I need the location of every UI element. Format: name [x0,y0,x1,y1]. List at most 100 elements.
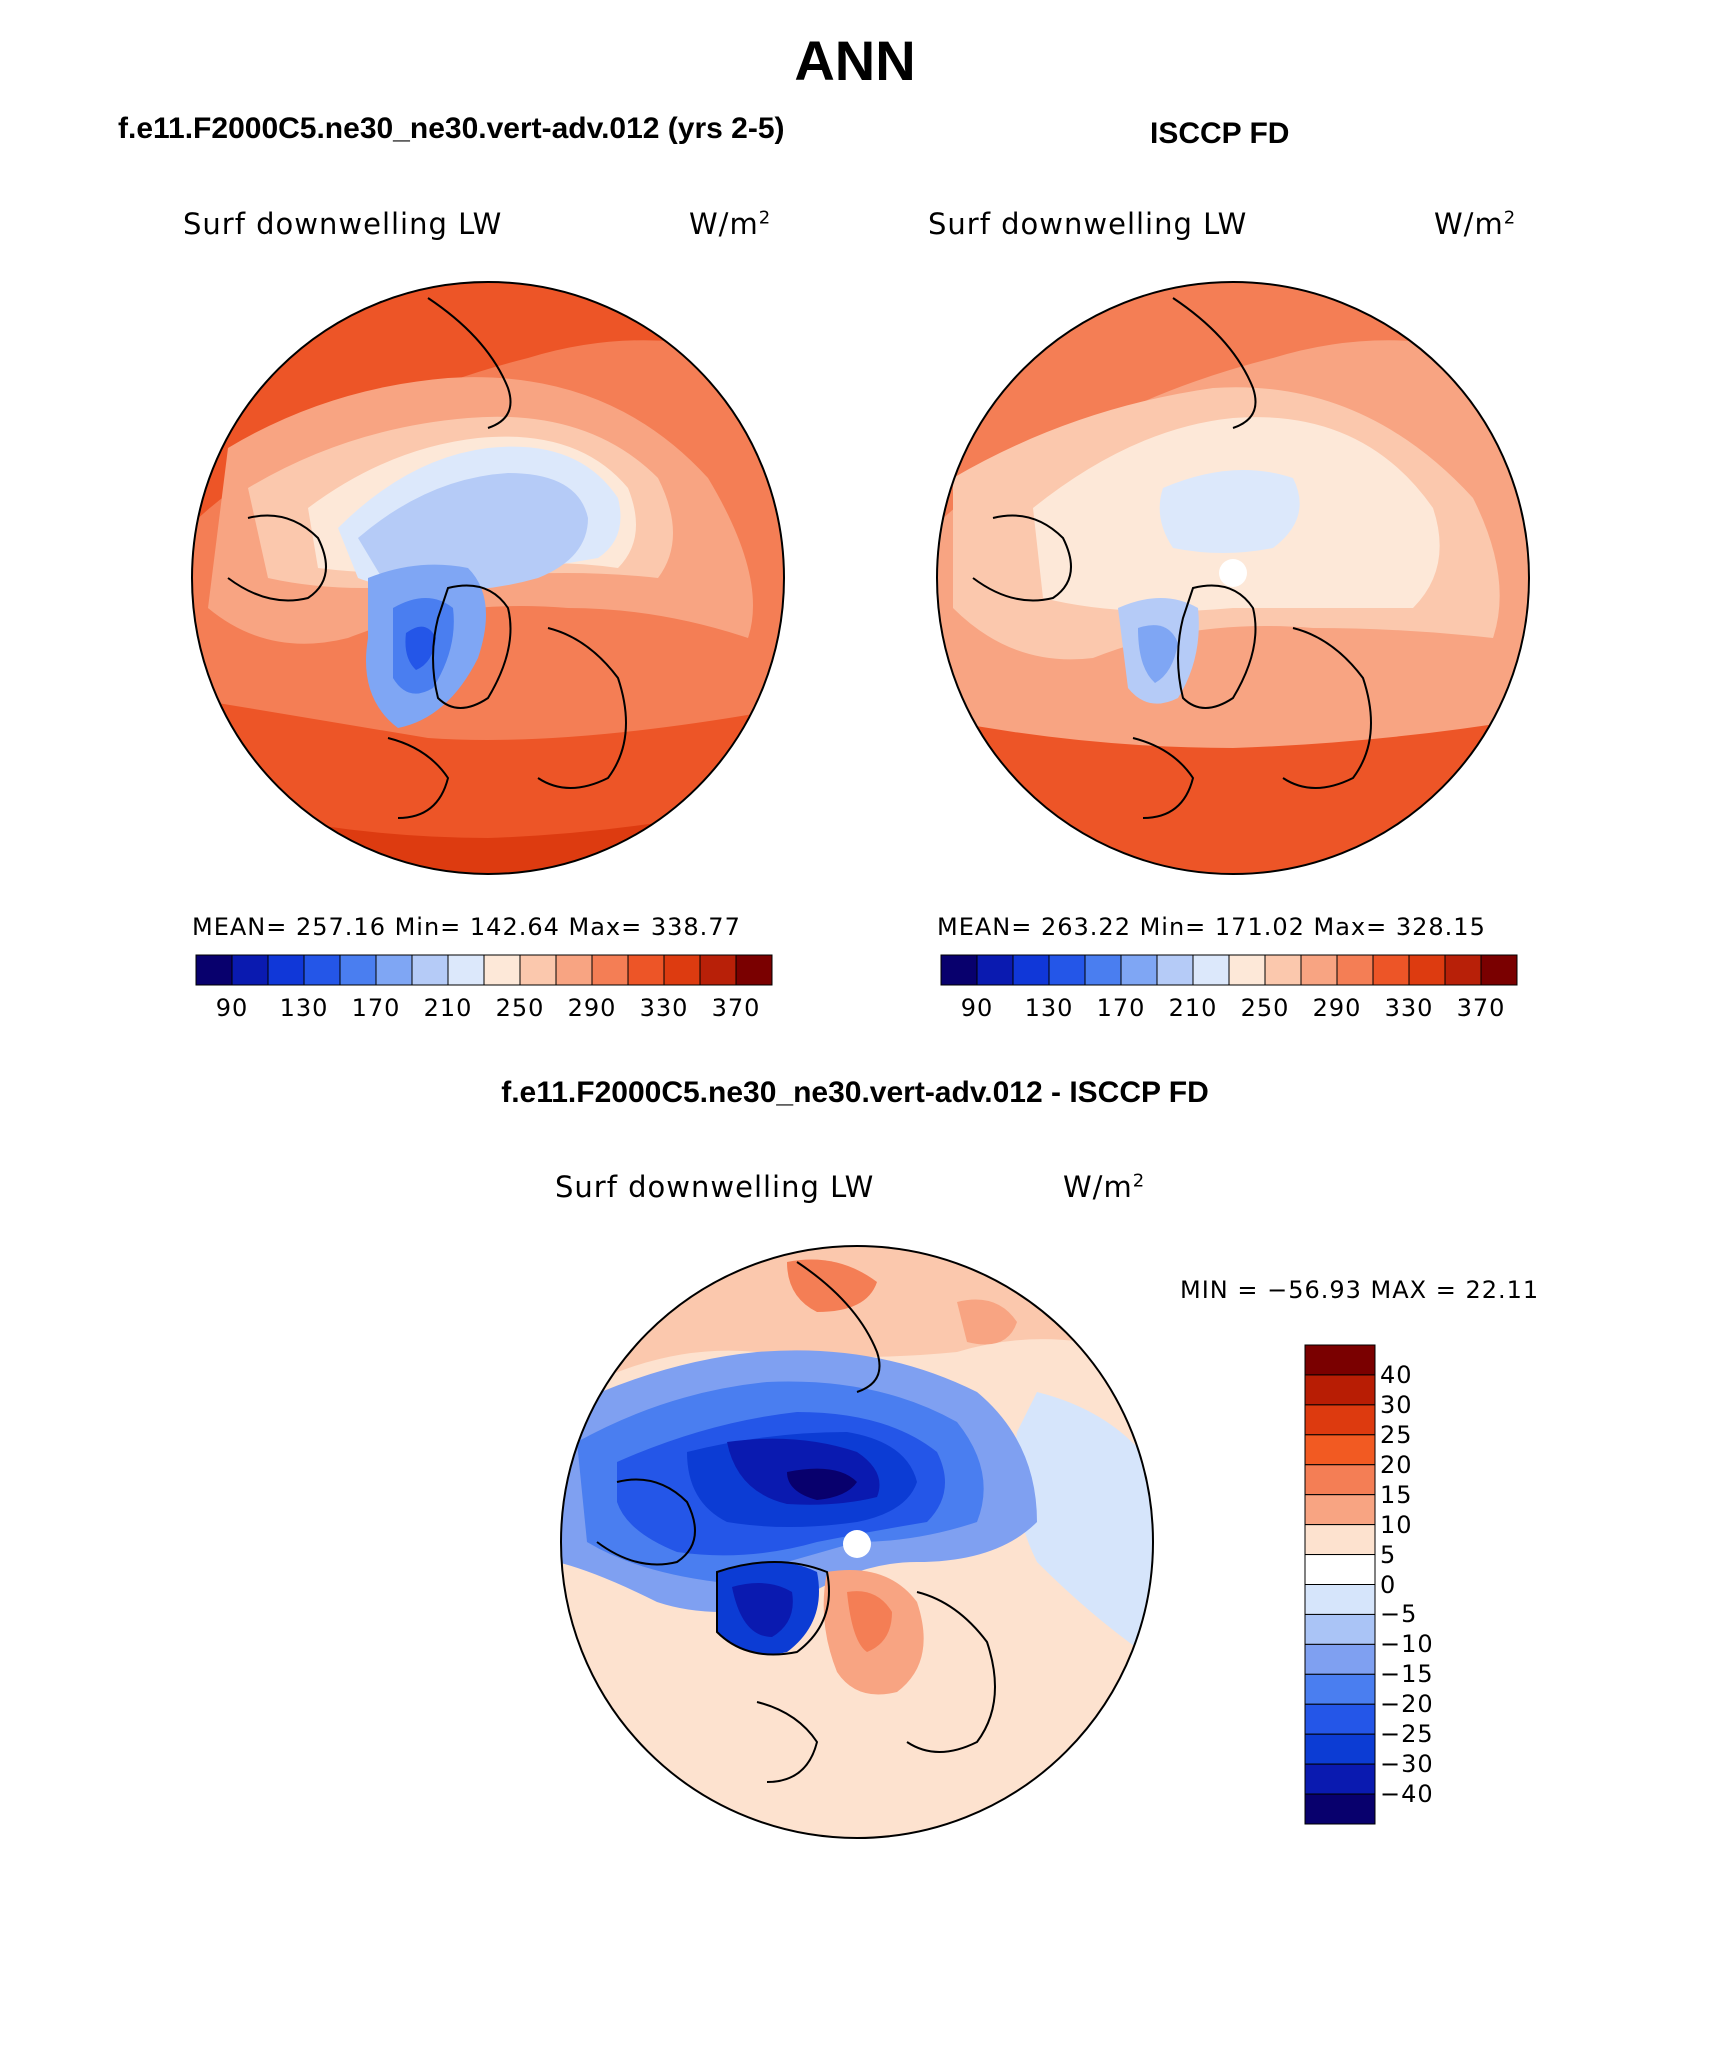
colorbar-tick-label: 15 [1380,1480,1413,1509]
stats-diff: MIN = −56.93 MAX = 22.11 [1180,1276,1540,1304]
colorbar-swatch [1304,1524,1376,1556]
colorbar-swatch [1304,1374,1376,1406]
colorbar-tick-label: 290 [1312,994,1362,1022]
colorbar-swatch [303,954,341,986]
colorbar-swatch [375,954,413,986]
colorbar-swatch [1304,1613,1376,1645]
colorbar-swatch [1444,954,1482,986]
colorbar-tick-label: 330 [1384,994,1434,1022]
colorbar-swatch [1304,1434,1376,1466]
colorbar-swatch [699,954,737,986]
colorbar-swatch [1192,954,1230,986]
colorbar-tick-label: −15 [1380,1660,1434,1689]
colorbar-tick-label: −10 [1380,1630,1434,1659]
units-label-obs: W/m2 [1434,207,1517,241]
colorbar-tick-label: −30 [1380,1750,1434,1779]
colorbar-tick-label: 10 [1380,1510,1413,1539]
colorbar-swatch [411,954,449,986]
figure-title: ANN [794,29,916,92]
colorbar-swatch [1304,1554,1376,1585]
colorbar-tick-label: 210 [423,994,473,1022]
colorbar-swatch [1304,1464,1376,1496]
colorbar-swatch [976,954,1014,986]
colorbar-tick-label: 250 [1240,994,1290,1022]
colorbar-tick-label: −5 [1380,1600,1418,1629]
colorbar-swatch [1336,954,1374,986]
colorbar-tick-label: −25 [1380,1720,1434,1749]
colorbar-swatch [1012,954,1050,986]
colorbar-labels-model: 90 130 170 210 250 290 330 370 [196,994,772,1024]
colorbar-swatch [555,954,593,986]
colorbar-tick-label: −40 [1380,1780,1434,1809]
colorbar-labels-diff: 40 30 25 20 15 10 5 0 −5 −10 −15 −20 −25 −30 −40 [1380,1345,1460,1824]
colorbar-swatch [591,954,629,986]
variable-label-diff: Surf downwelling LW [555,1170,875,1204]
colorbar-tick-label: 170 [1096,994,1146,1022]
colorbar-swatch [1480,954,1518,986]
colorbar-tick-label: 210 [1168,994,1218,1022]
colorbar-swatch [1264,954,1302,986]
variable-label-model: Surf downwelling LW [183,207,503,241]
colorbar-swatch [1304,1703,1376,1735]
stats-model: MEAN= 257.16 Min= 142.64 Max= 338.77 [192,913,741,941]
colorbar-tick-label: 130 [279,994,329,1022]
colorbar-swatch [1304,1793,1376,1825]
colorbar-tick-label: 30 [1380,1390,1413,1419]
colorbar-tick-label: 90 [215,994,249,1022]
colorbar-swatch [231,954,269,986]
polar-map-diff [560,1245,1154,1839]
panel-title-diff: f.e11.F2000C5.ne30_ne30.vert-adv.012 - I… [501,1076,1209,1109]
colorbar-diff [1304,1344,1376,1825]
colorbar-tick-label: 250 [495,994,545,1022]
colorbar-tick-label: 5 [1380,1540,1397,1569]
colorbar-swatch [339,954,377,986]
colorbar-swatch [1304,1673,1376,1705]
colorbar-labels-obs: 90 130 170 210 250 290 330 370 [941,994,1517,1024]
colorbar-tick-label: 170 [351,994,401,1022]
colorbar-tick-label: 40 [1380,1360,1413,1389]
colorbar-swatch [1120,954,1158,986]
colorbar-swatch [1372,954,1410,986]
colorbar-tick-label: −20 [1380,1690,1434,1719]
colorbar-swatch [1304,1763,1376,1795]
colorbar-swatch [1304,1643,1376,1675]
colorbar-swatch [1304,1344,1376,1376]
colorbar-swatch [1084,954,1122,986]
variable-label-obs: Surf downwelling LW [928,207,1248,241]
colorbar-swatch [1048,954,1086,986]
colorbar-swatch [1304,1494,1376,1526]
colorbar-swatch [1304,1733,1376,1765]
colorbar-swatch [195,954,233,986]
colorbar-swatch [940,954,978,986]
colorbar-swatch [1304,1584,1376,1615]
colorbar-swatch [1300,954,1338,986]
colorbar-tick-label: 330 [639,994,689,1022]
colorbar-swatch [1408,954,1446,986]
colorbar-tick-label: 370 [711,994,761,1022]
colorbar-swatch [483,954,521,986]
colorbar-obs [940,954,1518,986]
colorbar-tick-label: 130 [1024,994,1074,1022]
units-label-model: W/m2 [689,207,772,241]
colorbar-tick-label: 90 [960,994,994,1022]
polar-map-obs [936,281,1530,875]
panel-title-obs: ISCCP FD [1150,117,1290,150]
stats-obs: MEAN= 263.22 Min= 171.02 Max= 328.15 [937,913,1486,941]
polar-map-model [191,281,785,875]
colorbar-swatch [1228,954,1266,986]
colorbar-swatch [267,954,305,986]
units-label-diff: W/m2 [1063,1170,1146,1204]
colorbar-swatch [1304,1404,1376,1436]
colorbar-tick-label: 25 [1380,1420,1413,1449]
colorbar-tick-label: 20 [1380,1450,1413,1479]
panel-title-model: f.e11.F2000C5.ne30_ne30.vert-adv.012 (yr… [118,112,785,145]
colorbar-swatch [519,954,557,986]
colorbar-swatch [663,954,701,986]
colorbar-swatch [1156,954,1194,986]
colorbar-tick-label: 0 [1380,1570,1397,1599]
colorbar-swatch [735,954,773,986]
colorbar-tick-label: 370 [1456,994,1506,1022]
colorbar-model [195,954,773,986]
colorbar-swatch [447,954,485,986]
colorbar-tick-label: 290 [567,994,617,1022]
